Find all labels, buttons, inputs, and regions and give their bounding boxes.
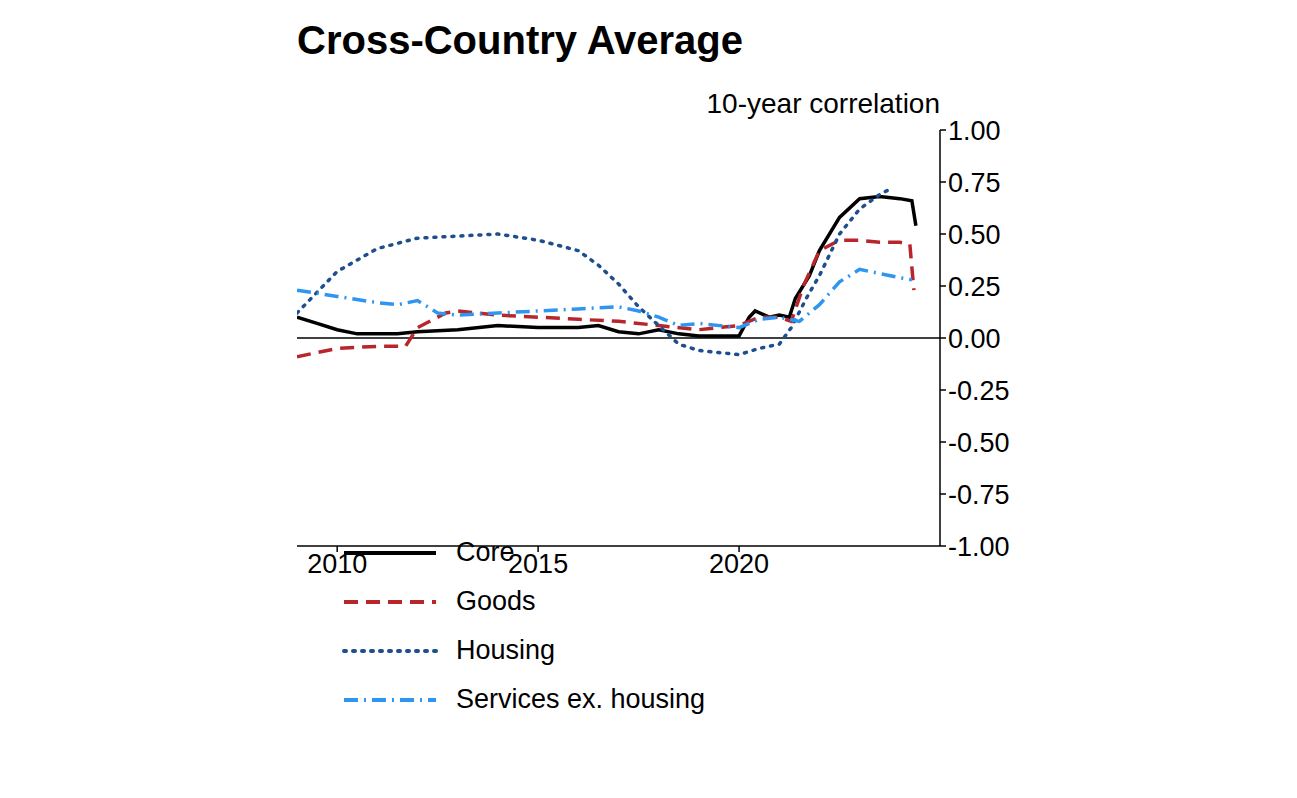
svg-text:-1.00: -1.00: [948, 532, 1010, 562]
svg-text:-0.50: -0.50: [948, 428, 1010, 458]
html-text:Cross-Country Average: Cross-Country Average: [297, 18, 743, 62]
svg-text:0.50: 0.50: [948, 220, 1001, 250]
svg-text:-0.25: -0.25: [948, 376, 1010, 406]
svg-text:0.00: 0.00: [948, 324, 1001, 354]
svg-text:-0.75: -0.75: [948, 480, 1010, 510]
html-text:Goods: Goods: [456, 586, 536, 616]
html-text:Housing: Housing: [456, 635, 556, 665]
svg-text:0.25: 0.25: [948, 272, 1001, 302]
html-text:10-year correlation: 10-year correlation: [706, 88, 940, 119]
svg-text:0.75: 0.75: [948, 168, 1001, 198]
svg-text:2010: 2010: [307, 549, 367, 579]
svg-text:1.00: 1.00: [948, 116, 1001, 146]
html-text:Core: Core: [456, 537, 515, 567]
svg-text:2020: 2020: [709, 549, 769, 579]
html-text:Services ex. housing: Services ex. housing: [456, 684, 706, 714]
svg-text:2015: 2015: [508, 549, 568, 579]
